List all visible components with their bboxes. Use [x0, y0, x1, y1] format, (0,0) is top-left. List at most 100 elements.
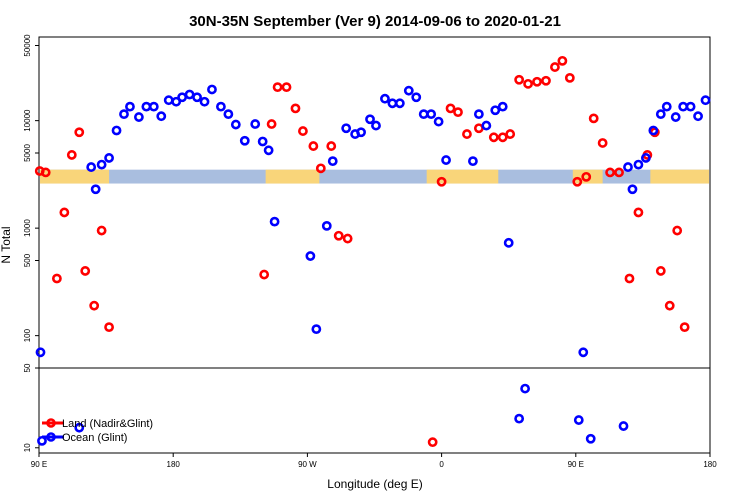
upper-ocean-point-16 — [192, 92, 202, 103]
lower-y-tick-label-1: 50 — [23, 363, 32, 372]
upper-ocean-point-42 — [426, 109, 437, 120]
upper-ocean-point-34 — [365, 114, 375, 125]
upper-ocean-point-44 — [441, 155, 451, 165]
upper-land-point-34 — [557, 55, 568, 66]
upper-land-point-10 — [259, 269, 270, 280]
upper-land-point-36 — [572, 176, 583, 187]
upper-ocean-point-12 — [163, 95, 174, 106]
upper-land-point-11 — [266, 119, 277, 129]
upper-land-point-23 — [453, 107, 463, 118]
band-land-1 — [265, 169, 320, 184]
upper-ocean-point-29 — [321, 220, 332, 231]
upper-ocean-point-40 — [411, 92, 422, 103]
upper-ocean-point-60 — [678, 101, 689, 112]
upper-land-point-32 — [541, 75, 551, 86]
upper-ocean-point-25 — [263, 145, 274, 156]
upper-land-point-37 — [581, 171, 592, 182]
upper-land-point-7 — [89, 300, 100, 311]
upper-y-tick-label-2: 1000 — [23, 219, 32, 237]
upper-ocean-point-19 — [216, 101, 226, 112]
upper-ocean-point-1 — [86, 162, 97, 172]
upper-ocean-point-45 — [468, 156, 478, 167]
upper-ocean-point-24 — [257, 136, 268, 147]
lower-y-tick-label-0: 10 — [23, 443, 32, 452]
upper-land-point-21 — [436, 176, 447, 187]
band-land-0 — [40, 169, 110, 184]
upper-ocean-point-33 — [356, 127, 366, 138]
upper-land-point-22 — [445, 103, 456, 114]
upper-ocean-point-30 — [327, 156, 338, 167]
lower-ocean-point-6 — [618, 421, 629, 431]
lower-ocean-point-5 — [585, 433, 596, 444]
data-points — [34, 55, 711, 448]
legend-ocean-marker — [46, 432, 56, 442]
upper-land-point-43 — [633, 207, 644, 218]
upper-ocean-point-7 — [125, 101, 135, 112]
x-tick-label-3: 0 — [439, 460, 444, 469]
upper-ocean-point-21 — [230, 119, 241, 130]
upper-ocean-point-13 — [171, 96, 182, 107]
upper-ocean-point-20 — [223, 109, 234, 120]
upper-land-point-8 — [96, 225, 107, 236]
upper-land-point-40 — [605, 167, 615, 178]
upper-ocean-point-48 — [490, 105, 501, 116]
upper-ocean-point-59 — [670, 112, 681, 122]
upper-land-point-20 — [342, 233, 353, 244]
lower-land-point-0 — [427, 437, 438, 448]
upper-ocean-point-51 — [578, 347, 589, 358]
x-tick-label-2: 90 W — [298, 460, 317, 469]
x-axis-ticks: 90 E 180 90 W 0 90 E 180 — [31, 453, 717, 469]
upper-ocean-point-55 — [640, 153, 651, 163]
upper-ocean-point-57 — [655, 109, 666, 120]
upper-land-point-33 — [550, 62, 560, 72]
surface-type-band — [40, 169, 709, 184]
upper-land-point-18 — [326, 141, 337, 151]
upper-ocean-point-9 — [141, 101, 152, 112]
upper-ocean-point-38 — [394, 98, 405, 109]
upper-plot-frame — [38, 36, 711, 369]
upper-ocean-point-18 — [207, 84, 217, 95]
lower-ocean-point-3 — [520, 383, 531, 394]
upper-ocean-point-23 — [250, 119, 261, 129]
x-tick-label-4: 90 E — [568, 460, 584, 469]
upper-ocean-point-56 — [648, 125, 659, 136]
upper-land-point-24 — [462, 129, 472, 139]
upper-land-point-26 — [488, 132, 499, 143]
band-ocean — [40, 169, 709, 184]
upper-ocean-point-26 — [269, 216, 280, 227]
upper-land-point-49 — [679, 322, 690, 333]
upper-land-point-48 — [672, 225, 683, 236]
upper-ocean-point-41 — [418, 109, 429, 120]
upper-land-point-35 — [564, 72, 575, 83]
upper-ocean-point-46 — [473, 109, 484, 120]
upper-ocean-point-27 — [305, 251, 316, 261]
band-land-4 — [650, 169, 709, 184]
upper-land-point-2 — [51, 273, 62, 284]
legend: Land (Nadir&Glint) Ocean (Glint) — [42, 418, 153, 444]
upper-ocean-point-31 — [341, 123, 352, 134]
upper-y-tick-label-3: 5000 — [23, 144, 32, 162]
upper-ocean-point-54 — [633, 159, 644, 170]
upper-land-point-28 — [505, 129, 516, 139]
upper-land-point-47 — [664, 300, 675, 311]
lower-plot-frame — [38, 367, 711, 454]
upper-land-point-13 — [281, 82, 292, 93]
upper-ocean-point-10 — [148, 101, 159, 112]
upper-ocean-point-11 — [156, 111, 167, 122]
upper-land-point-3 — [59, 207, 70, 218]
upper-ocean-point-61 — [685, 101, 696, 112]
x-axis-label: Longitude (deg E) — [327, 477, 422, 491]
upper-land-point-17 — [315, 163, 326, 174]
upper-land-point-4 — [66, 150, 77, 160]
lower-ocean-point-0 — [37, 435, 47, 446]
upper-land-point-42 — [624, 273, 635, 284]
upper-land-point-19 — [333, 230, 344, 241]
upper-ocean-point-22 — [239, 135, 250, 146]
x-tick-label-0: 90 E — [31, 460, 47, 469]
upper-ocean-point-39 — [403, 85, 414, 96]
upper-ocean-point-62 — [693, 111, 703, 122]
upper-land-point-27 — [497, 132, 508, 143]
upper-ocean-point-58 — [661, 101, 672, 112]
upper-land-point-31 — [532, 76, 542, 87]
